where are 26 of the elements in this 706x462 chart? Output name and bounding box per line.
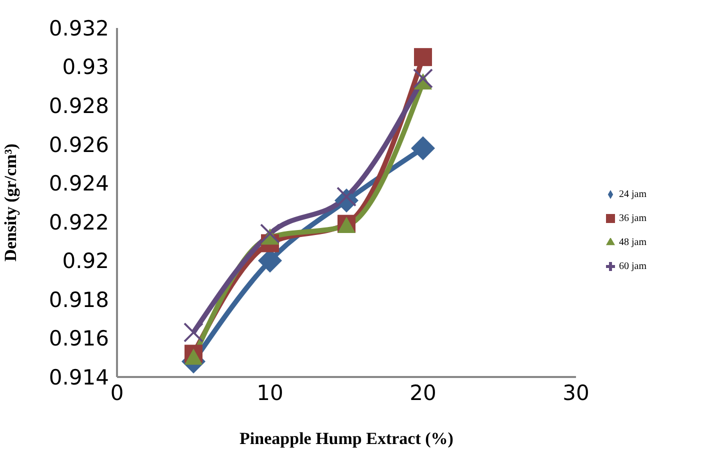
legend-label: 24 jam bbox=[619, 189, 646, 200]
y-tick-label: 0.92 bbox=[62, 249, 109, 274]
y-tick-label: 0.922 bbox=[48, 210, 109, 234]
x-tick-label: 10 bbox=[256, 380, 284, 405]
legend-label: 48 jam bbox=[619, 237, 646, 248]
x-tick-label: 0 bbox=[110, 380, 124, 405]
x-axis-title: Pineapple Hump Extract (%) bbox=[240, 429, 454, 448]
x-tick-label: 20 bbox=[410, 380, 436, 405]
point bbox=[260, 224, 280, 244]
y-axis-title: Density (gr/cm³) bbox=[1, 144, 20, 262]
point bbox=[413, 68, 433, 88]
y-tick-label: 0.932 bbox=[48, 16, 109, 40]
y-tick-label: 0.914 bbox=[48, 365, 109, 390]
y-tick-label: 0.916 bbox=[48, 326, 109, 351]
legend-label: 36 jam bbox=[619, 213, 646, 224]
point bbox=[411, 136, 435, 160]
y-tick-label: 0.924 bbox=[48, 172, 109, 196]
point bbox=[184, 348, 202, 365]
y-tick-label: 0.918 bbox=[48, 288, 109, 312]
legend-label: 60 jam bbox=[619, 261, 646, 272]
point bbox=[414, 48, 432, 66]
x-tick-label: 30 bbox=[562, 380, 590, 405]
y-tick-label: 0.93 bbox=[62, 55, 109, 80]
y-tick-label: 0.926 bbox=[48, 132, 109, 157]
y-tick-label: 0.928 bbox=[48, 94, 109, 118]
point bbox=[184, 322, 204, 342]
